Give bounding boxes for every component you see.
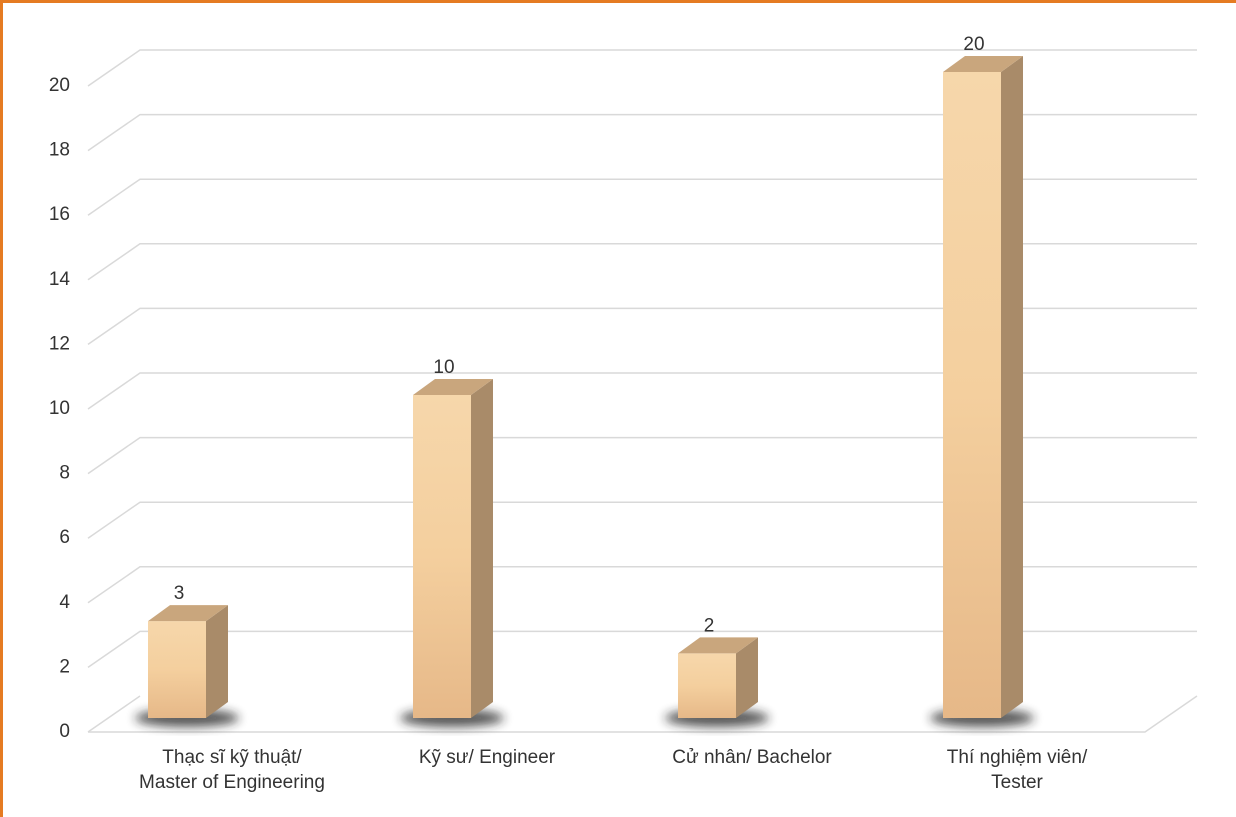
bar [678, 653, 736, 718]
y-tick-label: 10 [49, 398, 70, 419]
x-tick-label: Kỹ sư/ Engineer [418, 747, 556, 768]
bar [943, 72, 1001, 718]
bar-top [413, 379, 493, 395]
grid-line [87, 243, 1197, 281]
bar-side [471, 379, 493, 718]
grid-line [87, 566, 1197, 604]
bar [413, 395, 471, 718]
y-tick-label: 4 [59, 592, 70, 613]
x-tick-label: Cử nhân/ Bachelor [672, 747, 832, 768]
x-tick-label: Thạc sĩ kỹ thuật/ Master of Engineering [139, 747, 325, 793]
data-label: 20 [963, 34, 984, 55]
y-tick-label: 12 [49, 333, 70, 354]
y-tick-label: 8 [59, 463, 70, 484]
bar-side [206, 605, 228, 718]
grid-line [88, 695, 1198, 733]
data-label: 2 [704, 615, 715, 636]
data-label: 3 [174, 583, 185, 604]
bar-top [678, 637, 758, 654]
y-tick-label: 16 [49, 204, 70, 225]
grid-line [87, 178, 1197, 216]
bar [148, 621, 206, 718]
bar-side [1001, 56, 1023, 718]
y-tick-label: 14 [49, 269, 71, 290]
border-top [0, 0, 1236, 3]
floor-back [87, 695, 141, 733]
grid-line [87, 630, 1197, 669]
y-tick-label: 20 [49, 75, 70, 96]
y-tick-label: 6 [59, 527, 70, 548]
bar-side [736, 637, 758, 718]
grid-line [87, 436, 1197, 475]
grid-line [87, 372, 1197, 410]
data-label: 10 [433, 357, 454, 378]
grid-line [87, 113, 1197, 152]
y-tick-label: 18 [49, 140, 70, 161]
border-left [0, 0, 3, 817]
grid-line [87, 501, 1197, 539]
grid-line [87, 307, 1197, 346]
grid-line [87, 49, 1197, 87]
y-tick-label: 0 [59, 721, 70, 742]
bar-top [943, 56, 1023, 72]
bar-top [148, 605, 228, 622]
x-tick-label: Thí nghiệm viên/ Tester [946, 747, 1088, 793]
y-tick-label: 2 [59, 656, 70, 677]
